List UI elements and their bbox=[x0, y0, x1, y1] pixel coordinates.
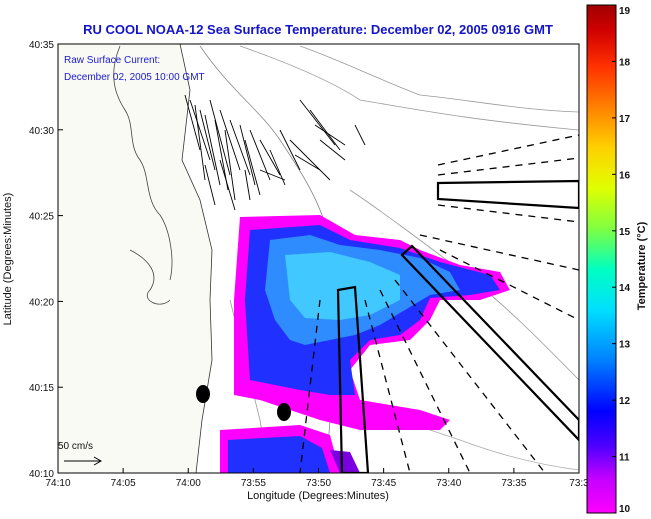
x-tick-label: 74:05 bbox=[111, 478, 136, 489]
x-tick-label: 73:45 bbox=[371, 478, 396, 489]
x-tick-label: 74:10 bbox=[45, 478, 70, 489]
depth-contour bbox=[299, 45, 579, 113]
land-mass bbox=[58, 44, 213, 473]
y-axis-label: Latitude (Degrees:Minutes) bbox=[2, 193, 14, 326]
colorbar-title: Temperature (°C) bbox=[636, 221, 648, 310]
sst-patch-purple bbox=[330, 450, 360, 473]
x-tick-label: 73:35 bbox=[501, 478, 526, 489]
sst-region-south-blue bbox=[228, 436, 330, 473]
colorbar-tick-label: 11 bbox=[619, 453, 630, 464]
colorbar-tick-label: 14 bbox=[619, 283, 631, 294]
x-tick-label: 74:00 bbox=[176, 478, 201, 489]
colorbar-tick-label: 16 bbox=[619, 170, 631, 181]
colorbar-tick-label: 10 bbox=[619, 504, 631, 515]
y-tick-label: 40:30 bbox=[29, 126, 54, 137]
colorbar-tick-label: 15 bbox=[619, 227, 631, 238]
river-outline bbox=[113, 45, 173, 281]
survey-box bbox=[436, 179, 579, 210]
current-vectors bbox=[184, 94, 366, 211]
colorbar-tick-label: 18 bbox=[619, 57, 631, 68]
x-tick-label: 73:55 bbox=[241, 478, 266, 489]
colorbar-tick-label: 19 bbox=[619, 6, 631, 17]
colorbar-ticks: 19 18 17 16 15 14 13 12 11 10 bbox=[612, 4, 631, 515]
y-tick-label: 40:10 bbox=[29, 469, 54, 480]
survey-box bbox=[400, 244, 579, 442]
depth-contour bbox=[239, 45, 579, 131]
transect-lines bbox=[299, 134, 579, 473]
y-tick-label: 40:35 bbox=[29, 40, 54, 51]
x-axis-label: Longitude (Degrees:Minutes) bbox=[247, 490, 389, 502]
y-tick-label: 40:25 bbox=[29, 212, 54, 223]
buoy-marker bbox=[277, 403, 291, 421]
y-tick-label: 40:20 bbox=[29, 297, 54, 308]
scale-label: 50 cm/s bbox=[58, 441, 93, 452]
colorbar-tick-label: 12 bbox=[619, 396, 631, 407]
x-tick-label: 73:3 bbox=[569, 478, 589, 489]
y-tick-label: 40:15 bbox=[29, 383, 54, 394]
y-axis: 40:35 40:30 40:25 40:20 40:15 40:10 bbox=[29, 40, 63, 480]
colorbar bbox=[586, 4, 617, 514]
x-tick-label: 73:50 bbox=[306, 478, 331, 489]
sst-region-cyan bbox=[285, 252, 400, 320]
bay-outline bbox=[129, 249, 171, 305]
colorbar-tick-label: 17 bbox=[619, 114, 631, 125]
scale-arrow bbox=[64, 456, 103, 466]
colorbar-tick-label: 13 bbox=[619, 340, 631, 351]
buoy-marker bbox=[196, 385, 210, 403]
chart-title: RU COOL NOAA-12 Sea Surface Temperature:… bbox=[83, 22, 553, 37]
overlay-time: December 02, 2005 10:00 GMT bbox=[64, 72, 205, 83]
x-axis: 74:10 74:05 74:00 73:55 73:50 73:45 73:40 73:35… bbox=[45, 468, 589, 489]
overlay-title: Raw Surface Current: bbox=[64, 55, 160, 66]
survey-box bbox=[336, 285, 370, 473]
x-tick-label: 73:40 bbox=[436, 478, 461, 489]
